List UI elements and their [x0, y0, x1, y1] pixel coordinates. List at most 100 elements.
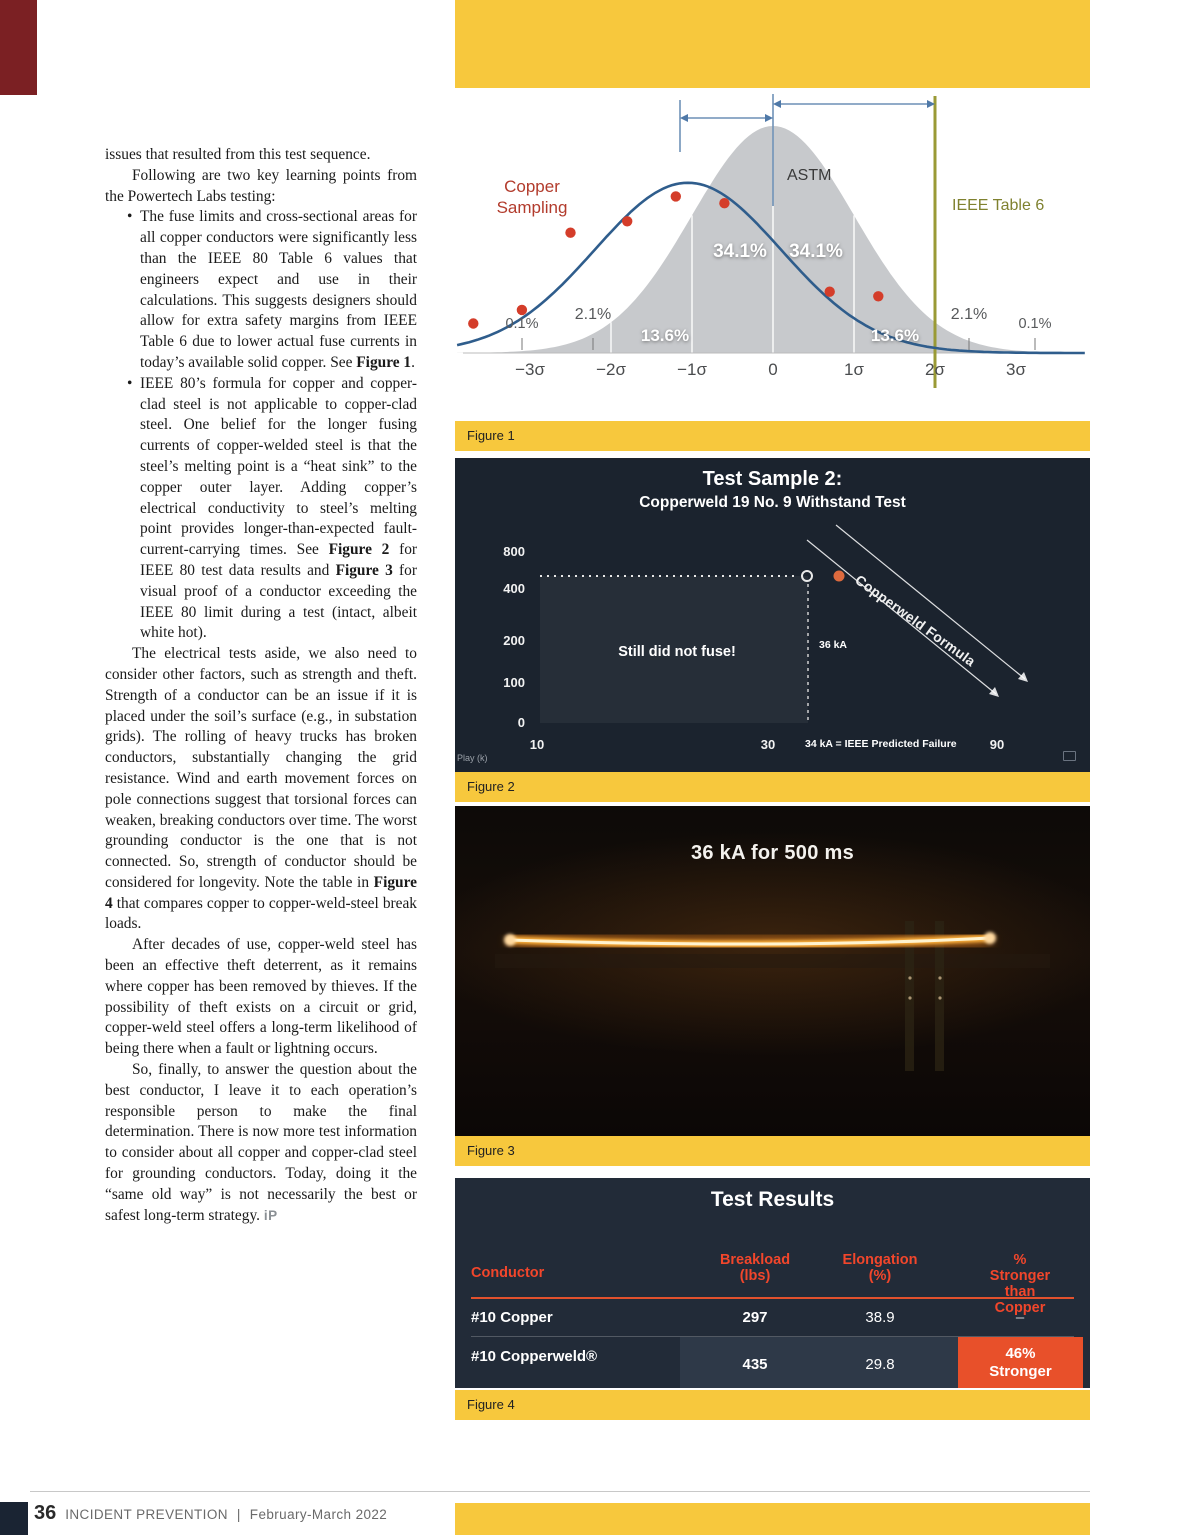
test-parameters-overlay-text: 36 kA for 500 ms [690, 842, 855, 864]
text-run: Figure 1 [356, 353, 412, 371]
region-percent-label: 13.6% [870, 326, 920, 345]
post-bolt-dot [938, 996, 942, 1000]
copper-sample-point [468, 318, 479, 329]
video-play-label: Play (k) [457, 753, 488, 763]
row-separator [471, 1336, 1074, 1337]
article-paragraph: After decades of use, copper-weld steel … [105, 935, 417, 1060]
text-run: So, finally, to answer the question abou… [105, 1061, 417, 1224]
x-axis-tick-label: 30 [760, 737, 776, 752]
article-paragraph: So, finally, to answer the question abou… [105, 1060, 417, 1226]
bottom-accent-bar [455, 1503, 1090, 1535]
copper-sample-point [516, 304, 528, 316]
distribution-chart-canvas [456, 94, 1085, 388]
not-fused-region [540, 576, 808, 723]
copper-sampling-series-label: Copper Sampling [496, 177, 568, 217]
copper-sample-point [565, 227, 576, 238]
row-copper-name: #10 Copper [471, 1309, 553, 1326]
conductor-end-clamp [984, 932, 996, 944]
text-run: Figure 2 [328, 541, 390, 559]
figure1-caption-bar: Figure 1 [455, 421, 1090, 451]
copper-sample-point [719, 198, 730, 209]
arrow-head [765, 114, 773, 122]
text-run: Following are two key learning points fr… [105, 166, 417, 205]
issue-date: February-March 2022 [249, 1507, 388, 1522]
figure2-withstand-test-chart: Test Sample 2: Copperweld 19 No. 9 Withs… [455, 458, 1090, 772]
figure4-caption-bar: Figure 4 [455, 1390, 1090, 1420]
fullscreen-icon [1063, 751, 1076, 761]
article-text-column: issues that resulted from this test sequ… [105, 145, 417, 1226]
glowing-conductor-graphic [495, 921, 1050, 1071]
current-36ka-label: 36 kA [819, 639, 848, 651]
region-percent-label: 0.1% [505, 316, 539, 332]
sigma-tick-label: 2σ [925, 360, 945, 379]
text-run: issues that resulted from this test sequ… [105, 146, 371, 163]
withstand-chart-canvas [540, 524, 1028, 723]
y-axis-tick-label: 200 [503, 633, 525, 648]
row-copper-stronger: – [1015, 1309, 1025, 1326]
sigma-tick-label: 0 [768, 360, 778, 379]
ieee-predicted-failure-note: 34 kA = IEEE Predicted Failure [805, 738, 957, 750]
text-run: . [411, 353, 415, 371]
header-elongation: Elongation (%) [842, 1252, 918, 1284]
figure3-glowing-conductor-photo: 36 kA for 500 ms [455, 806, 1090, 1136]
diagonal-arrow-head [989, 687, 999, 697]
text-run: that compares copper to copper-weld-stee… [105, 894, 417, 933]
row-copperweld-highlight-panel [680, 1337, 958, 1388]
sigma-tick-label: 1σ [844, 360, 864, 379]
formula-diagonal-line [835, 524, 1026, 680]
header-breakload: Breakload (lbs) [719, 1252, 791, 1284]
publication-name: INCIDENT PREVENTION [65, 1507, 228, 1522]
figure2-title: Test Sample 2: [702, 468, 843, 490]
test-point-marker [801, 570, 813, 582]
region-percent-label: 0.1% [1018, 316, 1052, 332]
figure2-caption-text: Figure 2 [467, 779, 515, 794]
row-copper-elongation: 38.9 [865, 1309, 895, 1326]
region-percent-label: 34.1% [789, 241, 843, 262]
text-run: IEEE 80’s formula for copper and copper-… [140, 374, 417, 559]
arrow-head [773, 100, 781, 108]
header-stronger: % Stronger than Copper [989, 1252, 1051, 1316]
region-percent-label: 2.1% [574, 306, 612, 323]
header-underline [471, 1297, 1074, 1299]
row-copperweld-breakload: 435 [742, 1356, 768, 1373]
row-copperweld-elongation: 29.8 [865, 1356, 895, 1373]
region-percent-label: 34.1% [713, 241, 767, 262]
bullet-marker: • [127, 374, 133, 392]
did-not-fuse-annotation: Still did not fuse! [618, 644, 736, 660]
copper-sampling-curve [456, 181, 1085, 355]
region-percent-label: 13.6% [640, 326, 690, 345]
x-axis-tick-label: 90 [989, 737, 1005, 752]
figure3-caption-text: Figure 3 [467, 1143, 515, 1158]
text-run: Figure 3 [335, 561, 393, 579]
conductor-end-clamp [504, 934, 516, 946]
article-paragraph: Following are two key learning points fr… [105, 166, 417, 208]
top-accent-bar [455, 0, 1090, 88]
page-number: 36 [34, 1502, 57, 1524]
conductor-glow-core [509, 936, 991, 946]
footer-separator: | [236, 1507, 241, 1522]
formula-point-marker [833, 570, 845, 582]
page-footer: 36 INCIDENT PREVENTION | February-March … [34, 1502, 387, 1525]
figure2-subtitle: Copperweld 19 No. 9 Withstand Test [639, 494, 906, 511]
y-axis-tick-label: 400 [503, 581, 525, 596]
y-axis-tick-label: 100 [503, 675, 525, 690]
header-conductor: Conductor [471, 1265, 545, 1281]
row-copperweld-name: #10 Copperweld® [471, 1348, 598, 1365]
corner-accent-navy [0, 1502, 28, 1535]
article-paragraph: The electrical tests aside, we also need… [105, 644, 417, 935]
region-percent-label: 2.1% [950, 306, 988, 323]
arrow-head [680, 114, 688, 122]
diagonal-arrow-head [1018, 672, 1028, 682]
corner-accent-maroon [0, 0, 37, 95]
figure4-test-results-table: Test Results Conductor Breakload (lbs) E… [455, 1178, 1090, 1388]
support-beam-shape [495, 954, 1050, 968]
row-copper-breakload: 297 [742, 1309, 768, 1326]
astm-series-label: ASTM [787, 167, 832, 184]
arrow-head [927, 100, 935, 108]
text-run: for IEEE 80 test data results and [140, 541, 418, 579]
text-run: After decades of use, copper-weld steel … [105, 936, 417, 1058]
sigma-tick-label: −2σ [596, 360, 626, 379]
text-run: Figure 4 [105, 873, 417, 912]
support-post-shape [935, 921, 944, 1071]
text-run: The electrical tests aside, we also need… [105, 645, 417, 891]
